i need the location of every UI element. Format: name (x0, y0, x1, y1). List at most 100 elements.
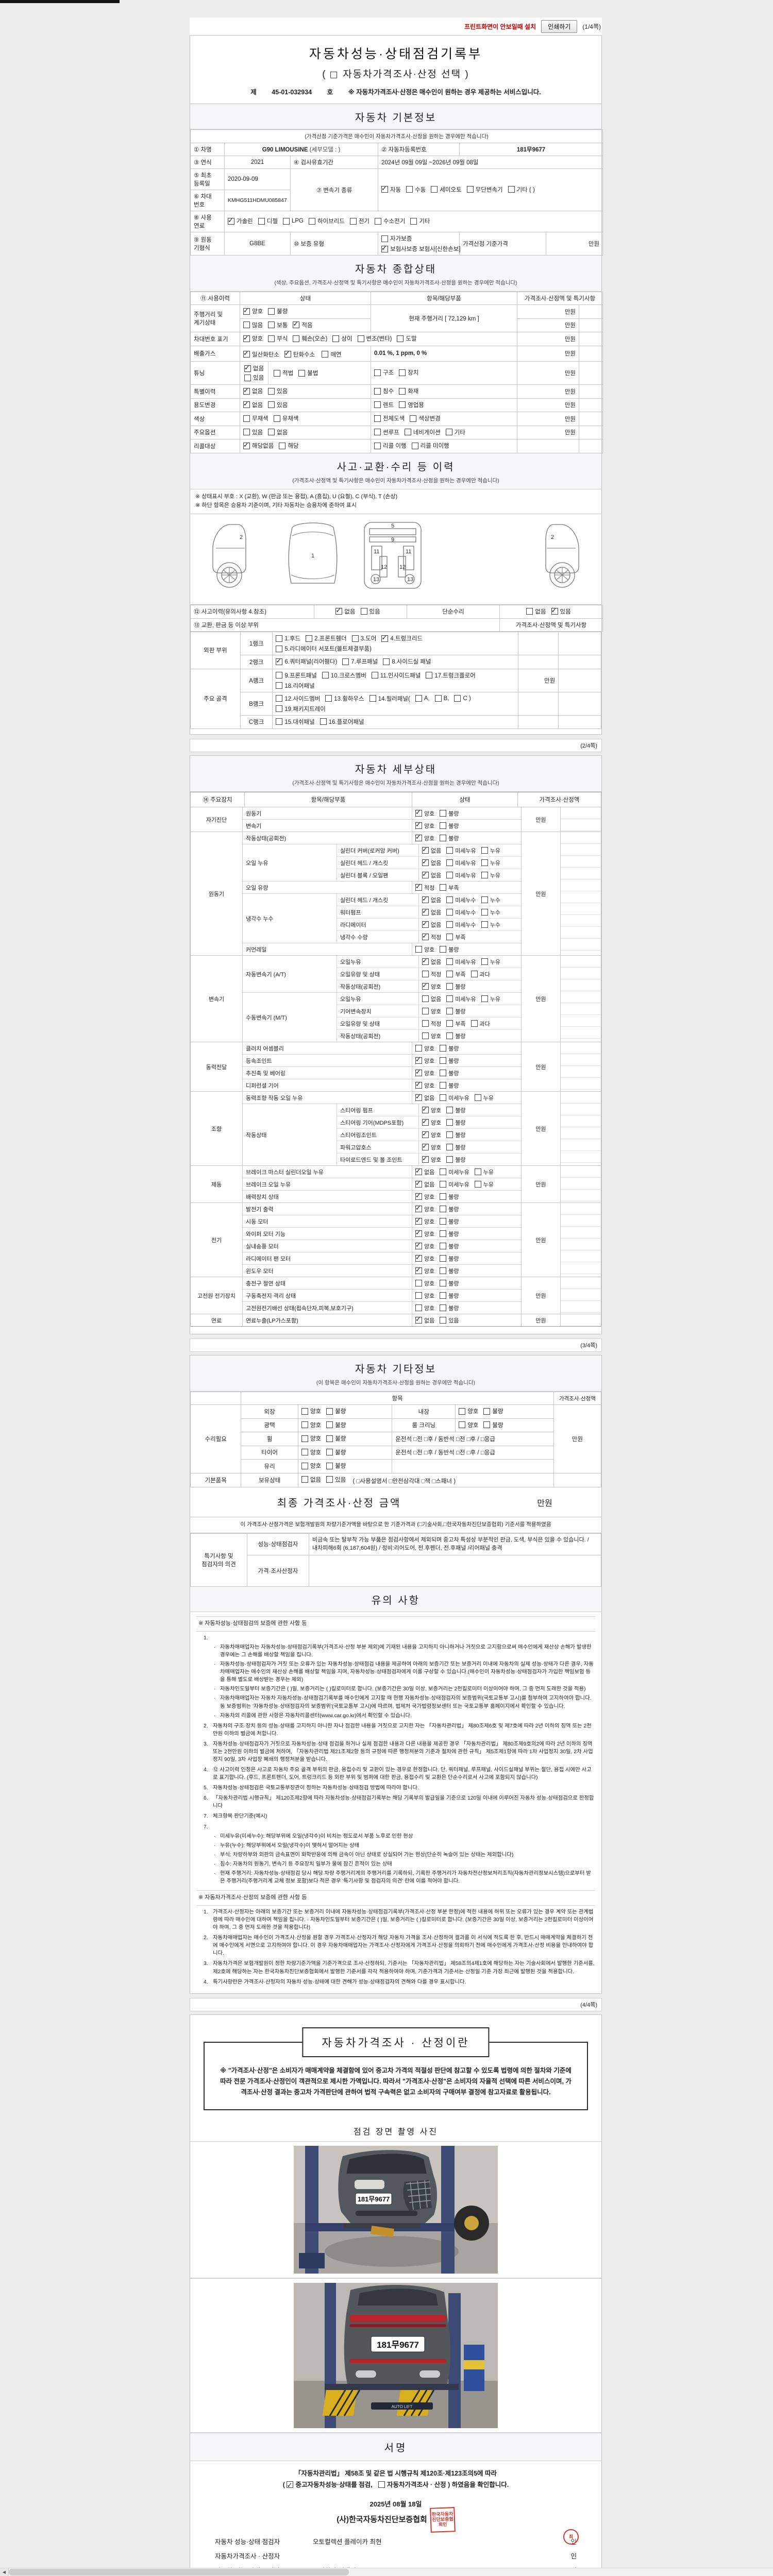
price-unit: 만원 (517, 361, 579, 385)
mileage-label: 주행거리 및 계기상태 (190, 304, 240, 332)
detail-row-label: 연료누출(LP가스포함) (243, 1314, 412, 1327)
checkbox (440, 1280, 447, 1287)
checkbox-option: B, (434, 695, 449, 702)
checkbox-option: 양호 (301, 1462, 321, 1470)
checkbox (483, 1408, 491, 1415)
exterior-label: 외장 (241, 1404, 298, 1419)
checkbox-option: 불량 (440, 1230, 459, 1238)
detail-group-price: 만원 (521, 832, 560, 956)
detail-sub-label: 냉각수 수량 (337, 931, 419, 943)
checkbox (422, 845, 429, 854)
section-overall: 자동차 종합상태 (색상, 주요옵션, 가격조사·산정액 및 특기사항은 매수인… (190, 256, 601, 292)
checkbox-option: 자동 (381, 184, 401, 194)
checkbox (351, 635, 359, 642)
price-unit: 만원 (517, 384, 579, 399)
blank-cell (553, 1472, 602, 1488)
checkbox (301, 1449, 308, 1456)
print-button[interactable]: 인쇄하기 (541, 20, 578, 33)
checkbox-option: 적법 (274, 369, 293, 377)
detail-sub-label: 오일누유 (337, 993, 419, 1005)
checkbox-option: 과다 (470, 1020, 490, 1028)
recall-options: 해당없음 해당 (240, 439, 371, 453)
detail-sub-options: 없음 미세누유 누유 (419, 869, 521, 881)
checkbox (446, 1144, 453, 1151)
detail-sub-options: 양호 불량 (419, 1141, 521, 1153)
final-price-label: 최종 가격조사·산정 금액 (277, 1498, 401, 1510)
engine-type-label: ⑨ 원동 기형식 (190, 232, 225, 256)
print-install-link[interactable]: 프린트화면이 안보일때 설치 (464, 23, 536, 30)
svg-text:12: 12 (381, 564, 387, 570)
checkbox-option: 불량 (326, 1434, 346, 1443)
checkbox-option: 보험사보증 보험사[신한손보] (381, 244, 461, 253)
detail-group-price: 만원 (521, 1092, 560, 1166)
svg-text:11: 11 (406, 549, 411, 555)
checkbox-option: 양호 (415, 1266, 434, 1275)
page-indicator-2: (2/4쪽) (190, 739, 602, 753)
checkbox-option: 불량 (483, 1407, 503, 1415)
checkbox (293, 335, 300, 342)
notice-item: 1. · 자동차매매업자는 자동차성능·상태점검기록부(가격조사·산정 부분 제외… (196, 1634, 595, 1720)
exchange-parts-note: 가격조사·산정액 및 특기사항 (499, 618, 603, 632)
checkbox (440, 835, 447, 842)
scrollbar-thumb[interactable] (9, 2569, 349, 2575)
detail-row-label: 동력조향 작동 오일 누유 (243, 1092, 412, 1104)
horizontal-scrollbar[interactable]: ◀ (0, 2568, 773, 2576)
checkbox (446, 958, 453, 965)
checkbox (440, 1230, 447, 1238)
detail-sub-row: 실린더 커버(로커암 커버) 없음 미세누유 누유 (337, 844, 521, 857)
checkbox-option: 미세누유 (440, 1180, 469, 1189)
checkbox (228, 216, 234, 225)
note-cell (579, 425, 603, 439)
checkbox (301, 1421, 308, 1429)
checkbox-option: 불량 (440, 1044, 459, 1053)
checkbox (243, 386, 250, 395)
service-note: ※ 자동차가격조사·산정은 매수인이 원하는 경우 제공하는 서비스입니다. (348, 89, 541, 96)
special-kind-options: 침수 화재 (371, 384, 517, 399)
checkbox-option: 6.쿼터패널(리어휀다) (276, 657, 337, 666)
detail-row-options: 양호 불량 (412, 807, 521, 819)
checkbox-option: 있음 (268, 387, 288, 395)
detail-row-label: 브레이크 마스터 실린더오일 누유 (243, 1166, 412, 1178)
checkbox (349, 217, 357, 225)
detail-sub-options: 적정 부족 과다 (419, 1018, 521, 1029)
detail-sub-options: 없음 미세누유 누유 (419, 844, 521, 856)
notice-item: 5. 자동차성능·상태점검은 국토교통부장관이 정하는 자동차성능·상태점검 방법… (204, 1785, 419, 1791)
checkbox-option: 전체도색 (374, 414, 405, 422)
car-damage-diagram: 2 1 5 9 11 11 12 12 13 13 2 (190, 514, 601, 605)
detail-sub-label: 기어변속장치 (337, 1005, 419, 1018)
inspector-round-seal: 최 (563, 2529, 579, 2545)
checkbox (415, 1179, 422, 1188)
notice-item: 6. 「자동차관리법 시행규칙」 제120조제2항에 따라 자동차성능·상태점검기… (204, 1795, 594, 1809)
scroll-left-arrow-icon[interactable]: ◀ (0, 2568, 9, 2576)
rankC-label: C랭크 (240, 715, 273, 730)
checkbox (481, 921, 488, 928)
checkbox (415, 1167, 422, 1176)
detail-row-options: 없음 미세누유 누유 (412, 1092, 521, 1104)
checkbox-option: 9.프론트패널 (276, 671, 317, 680)
checkbox (276, 635, 283, 642)
svg-text:181무9677: 181무9677 (377, 2340, 419, 2350)
detail-group-notes (560, 807, 601, 832)
checkbox-option: 있음 (360, 607, 380, 616)
checkbox (415, 1266, 422, 1275)
checkbox (326, 1476, 333, 1483)
basic-note: (가격산정 기준가격은 매수인이 자동차가격조사·산정을 원하는 경우에만 적습… (190, 129, 603, 143)
note-cell (517, 691, 559, 716)
detail-row-options: 양호 불량 (412, 1228, 521, 1240)
checkbox-option: 적정 (422, 1020, 441, 1028)
detail-parent-label: 자동변속기 (A/T) (243, 956, 337, 993)
detail-sub-row: 라디에이터 없음 미세누수 누수 (337, 919, 521, 931)
detail-row-options: 양호 불량 (412, 820, 521, 832)
detail-sub-options: 양호 불량 (419, 980, 521, 992)
detail-group-name: 원동기 (191, 832, 243, 956)
checkbox (410, 217, 417, 225)
checkbox (445, 429, 452, 435)
checkbox (440, 1304, 447, 1312)
checkbox-option: 적음 (293, 320, 313, 329)
svg-text:9: 9 (391, 537, 394, 543)
detail-sub-row: 파워고압호스 양호 불량 (337, 1141, 521, 1154)
document-number-value: 45-01-032934 (272, 89, 312, 96)
notice-price-item: 2. 자동차매매업자는 매수인이 가격조사·산정을 원할 경우 가격조사·산정자가… (204, 1935, 594, 1957)
base-price-unit: 만원 (545, 232, 603, 256)
